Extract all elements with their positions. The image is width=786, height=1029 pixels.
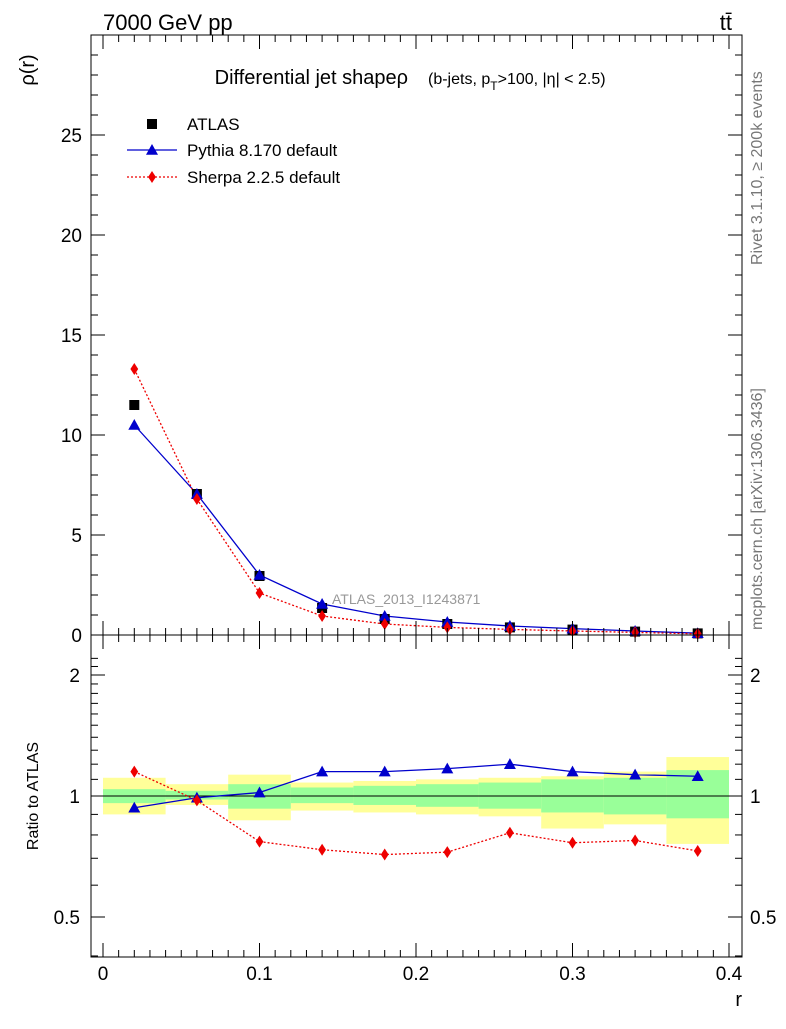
ratio-ytick-label: 2: [69, 666, 80, 687]
legend-marker: [147, 119, 157, 129]
main-title: Differential jet shapeρ: [215, 67, 408, 89]
analysis-annotation: ATLAS_2013_I1243871: [332, 591, 481, 607]
ratio-sherpa-point: [568, 836, 577, 849]
ratio-pythia-point: [691, 770, 704, 782]
ratio-pythia-point: [503, 758, 516, 769]
legend-marker: [146, 144, 158, 155]
x-tick-label: 0.4: [716, 964, 743, 985]
ratio-sherpa-point: [443, 846, 452, 859]
ratio-sherpa-point: [506, 826, 514, 839]
x-tick-label: 0.2: [403, 964, 429, 985]
main-title-suffix: (b-jets, pT>100, |η| < 2.5): [428, 71, 606, 93]
main-ytick-label: 10: [61, 426, 82, 447]
legend-marker: [148, 171, 156, 183]
sherpa-point: [130, 363, 139, 375]
ratio-band-inner: [290, 787, 354, 804]
ratio-pythia-point: [316, 765, 329, 777]
pythia-point: [378, 610, 391, 621]
ratio-pythia-point: [253, 786, 266, 798]
main-ytick-label: 5: [71, 526, 82, 547]
sherpa-point: [443, 621, 452, 634]
title-suffix-a: (b-jets, p: [428, 71, 490, 88]
ratio-ytick-label-right: 2: [750, 666, 761, 687]
main-ytick-label: 25: [61, 126, 82, 147]
ratio-pythia-point: [441, 762, 454, 774]
ratio-sherpa-point: [631, 834, 639, 847]
main-ytick-label: 20: [61, 226, 82, 247]
sherpa-point: [380, 618, 389, 630]
pythia-point: [253, 569, 266, 580]
ratio-sherpa-point: [318, 843, 326, 856]
ratio-sherpa-point: [380, 848, 389, 861]
legend: ATLAS Pythia 8.170 default Sherpa 2.2.5 de…: [127, 115, 340, 187]
ratio-ytick-label-right: 1: [750, 787, 761, 808]
ratio-ytick-label: 0.5: [54, 908, 80, 929]
sherpa-point: [318, 610, 326, 622]
rivet-version-text: Rivet 3.1.10, ≥ 200k events: [749, 71, 766, 265]
x-axis-label: r: [735, 989, 742, 1011]
ratio-ytick-label: 1: [69, 787, 80, 808]
main-panel: 0 5 10 15 20 25 Differential jet shapeρ (b-je…: [17, 34, 743, 647]
ratio-pythia-point: [128, 801, 141, 813]
ratio-sherpa-point: [193, 794, 201, 807]
sherpa-line: [133, 368, 698, 635]
ratio-pythia-point: [629, 768, 642, 780]
atlas-point: [129, 400, 140, 410]
main-ytick-label: 0: [71, 626, 82, 647]
sherpa-point: [193, 493, 201, 505]
ratio-band-inner: [416, 784, 479, 807]
legend-entry: ATLAS: [187, 115, 240, 134]
x-tick-label: 0.1: [246, 964, 272, 985]
x-tick-label: 0.3: [559, 964, 585, 985]
sherpa-point: [255, 587, 264, 599]
title-suffix-sub: T: [490, 79, 498, 93]
energy-label: 7000 GeV pp: [103, 10, 233, 35]
legend-entry: Pythia 8.170 default: [187, 141, 338, 160]
ratio-pythia-line: [134, 763, 698, 809]
title-suffix-b: >100, |η| < 2.5): [498, 71, 606, 88]
ratio-band-inner: [353, 785, 416, 805]
main-ylabel: ρ(r): [17, 54, 39, 85]
pythia-point: [316, 598, 329, 609]
ratio-ylabel: Ratio to ATLAS: [25, 742, 42, 850]
ratio-sherpa-line: [134, 771, 698, 856]
ratio-panel: 0.5 0.5 1 1 2 2 0 0.1 0.2 0.3 0.4 Ratio to ATLAS r: [25, 634, 776, 1011]
mcplots-text: mcplots.cern.ch [arXiv:1306.3436]: [749, 388, 766, 630]
ratio-sherpa-point: [255, 835, 264, 848]
ratio-ytick-label-right: 0.5: [750, 908, 776, 929]
main-ytick-label: 15: [61, 326, 82, 347]
ratio-pythia-point: [566, 765, 579, 777]
x-tick-label: 0: [98, 964, 109, 985]
legend-entry: Sherpa 2.2.5 default: [187, 168, 340, 187]
ratio-sherpa-point: [130, 765, 139, 778]
process-label: tt̄: [720, 10, 732, 35]
ratio-sherpa-point: [693, 844, 702, 857]
pythia-point: [128, 419, 141, 430]
ratio-pythia-point: [378, 765, 391, 777]
